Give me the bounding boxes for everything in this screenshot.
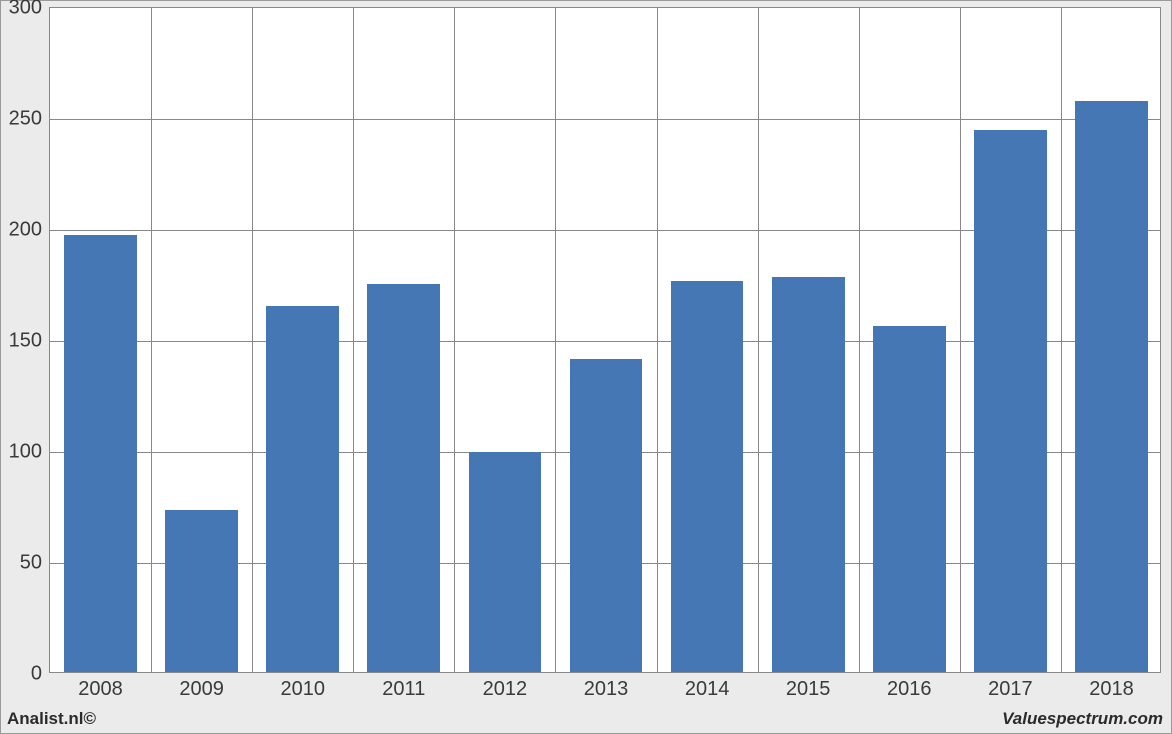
gridline-vertical: [252, 8, 253, 672]
y-tick-label: 100: [9, 441, 50, 464]
x-tick-label: 2008: [78, 672, 123, 701]
gridline-vertical: [151, 8, 152, 672]
x-tick-label: 2017: [988, 672, 1033, 701]
gridline-vertical: [657, 8, 658, 672]
plot-area: 0501001502002503002008200920102011201220…: [49, 7, 1161, 673]
x-tick-label: 2015: [786, 672, 831, 701]
y-tick-label: 250: [9, 108, 50, 131]
bar: [974, 130, 1047, 672]
gridline-vertical: [960, 8, 961, 672]
chart-outer-frame: 0 50 100 150 200 250 300 2008 2009 2010 2011 2012 20…: [0, 0, 1172, 734]
x-tick-label: 2009: [179, 672, 224, 701]
x-tick-label: 2013: [584, 672, 629, 701]
bar: [469, 452, 542, 672]
x-tick-label: 2016: [887, 672, 932, 701]
gridline-vertical: [1061, 8, 1062, 672]
bar: [570, 359, 643, 672]
y-tick-label: 300: [9, 0, 50, 20]
y-tick-label: 150: [9, 330, 50, 353]
footer-credit-right: Valuespectrum.com: [1002, 709, 1163, 729]
y-tick-label: 50: [20, 552, 50, 575]
bar: [367, 284, 440, 673]
y-tick-label: 0: [31, 663, 50, 686]
bar: [64, 235, 137, 672]
gridline-horizontal: [50, 119, 1160, 120]
gridline-vertical: [353, 8, 354, 672]
bar: [772, 277, 845, 672]
bar: [1075, 101, 1148, 672]
gridline-vertical: [758, 8, 759, 672]
gridline-vertical: [859, 8, 860, 672]
footer-credit-left: Analist.nl©: [7, 709, 96, 729]
bar: [671, 281, 744, 672]
gridline-vertical: [454, 8, 455, 672]
x-tick-label: 2014: [685, 672, 730, 701]
y-tick-label: 200: [9, 219, 50, 242]
x-tick-label: 2010: [280, 672, 325, 701]
x-tick-label: 2012: [483, 672, 528, 701]
plot-inner: [50, 8, 1160, 672]
bar: [165, 510, 238, 672]
bar: [873, 326, 946, 672]
gridline-vertical: [555, 8, 556, 672]
bar: [266, 306, 339, 672]
x-tick-label: 2018: [1089, 672, 1134, 701]
x-tick-label: 2011: [382, 672, 425, 701]
